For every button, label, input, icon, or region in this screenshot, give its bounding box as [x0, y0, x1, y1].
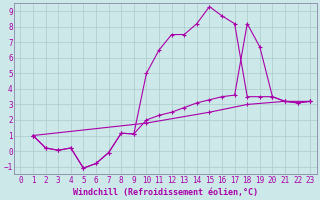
- X-axis label: Windchill (Refroidissement éolien,°C): Windchill (Refroidissement éolien,°C): [73, 188, 258, 197]
